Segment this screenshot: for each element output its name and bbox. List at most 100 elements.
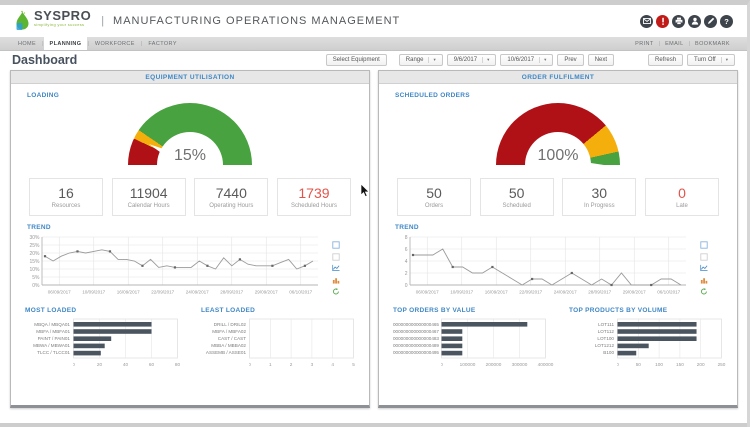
bar-category-label: 000000000000000467 bbox=[393, 328, 439, 334]
bar-category-label: LOT1212 bbox=[594, 342, 614, 348]
kpi-scheduled-hours[interactable]: 1739 Scheduled Hours bbox=[276, 178, 351, 216]
bar-plot: 0 100000 200000 300000 400000 bbox=[440, 317, 555, 373]
bar-chart: MBQA / MBQA01 MBFA / MBFA01 PAINT / PAIN01… bbox=[25, 317, 187, 373]
bar-chart-title: TOP PRODUCTS BY VOLUME bbox=[569, 307, 668, 314]
main-nav: HOME| PLANNING| WORKFORCE| FACTORY PRINT… bbox=[0, 37, 747, 51]
kpi-scheduled[interactable]: 50 Scheduled bbox=[479, 178, 554, 216]
bar-chart-icon[interactable] bbox=[332, 276, 340, 284]
trend-chart: 0 2 4 6 8 06/09/2017 10/09/2017 16/09/2017 22/09… bbox=[392, 233, 690, 299]
bar-category-label: 000000000000000465 bbox=[393, 321, 439, 327]
link-separator: | bbox=[658, 40, 661, 47]
range-select[interactable]: Range ▾ bbox=[398, 53, 443, 66]
link-separator: | bbox=[688, 40, 691, 47]
loading-gauge: 15% bbox=[128, 103, 252, 165]
kpi-late[interactable]: 0 Late bbox=[644, 178, 719, 216]
tab-workforce[interactable]: WORKFORCE bbox=[94, 40, 135, 47]
email-link[interactable]: EMAIL bbox=[665, 40, 684, 47]
next-button[interactable]: Next bbox=[587, 53, 615, 66]
chevron-down-icon: ▾ bbox=[720, 56, 728, 63]
date-from-select[interactable]: 9/6/2017 ▾ bbox=[446, 53, 497, 66]
svg-text:80: 80 bbox=[175, 362, 181, 367]
edit-icon[interactable] bbox=[704, 14, 717, 28]
refresh-icon[interactable] bbox=[332, 287, 340, 295]
screen-edge bbox=[0, 423, 747, 427]
gauge-section-label: SCHEDULED ORDERS bbox=[395, 92, 470, 99]
maximize-icon[interactable] bbox=[700, 241, 708, 249]
svg-text:20: 20 bbox=[97, 362, 103, 367]
svg-text:60: 60 bbox=[149, 362, 155, 367]
help-icon[interactable]: ? bbox=[720, 14, 733, 28]
kpi-calendar-hours[interactable]: 11904 Calendar Hours bbox=[111, 178, 186, 216]
line-chart-icon[interactable] bbox=[332, 264, 340, 272]
bottom-charts: MOST LOADED MBQA / MBQA01 MBFA / MBFA01 PA… bbox=[11, 303, 369, 373]
bar-category-label: 000000000000000489 bbox=[393, 342, 439, 348]
syspro-logo: SYSPRO simplifying your success bbox=[14, 8, 92, 32]
user-icon[interactable] bbox=[688, 14, 701, 28]
kpi-in-progress[interactable]: 30 In Progress bbox=[562, 178, 637, 216]
dashboard-header: Dashboard Select Equipment Range ▾ 9/6/20… bbox=[0, 51, 747, 68]
bar-category-label: MBFA / MBFA01 bbox=[36, 328, 70, 334]
svg-text:28/09/2017: 28/09/2017 bbox=[220, 290, 243, 295]
svg-text:250: 250 bbox=[718, 362, 726, 367]
turn-off-select[interactable]: Turn Off ▾ bbox=[687, 53, 735, 66]
panel-title: ORDER FULFILMENT bbox=[379, 71, 737, 84]
maximize-icon[interactable] bbox=[332, 241, 340, 249]
svg-text:4: 4 bbox=[405, 259, 408, 265]
line-chart-icon[interactable] bbox=[700, 264, 708, 272]
copy-icon[interactable] bbox=[332, 252, 340, 261]
brand-name: SYSPRO bbox=[34, 8, 92, 23]
bottom-charts: TOP ORDERS BY VALUE 000000000000000465 00… bbox=[379, 303, 737, 373]
date-to-select[interactable]: 10/6/2017 ▾ bbox=[500, 53, 554, 66]
bar-category-label: LOT100 bbox=[597, 335, 614, 341]
svg-text:100000: 100000 bbox=[460, 362, 476, 367]
bar-chart: DRILL / DRIL02 MBFA / MBFA02 CAST / CAST MB… bbox=[201, 317, 363, 373]
copy-icon[interactable] bbox=[700, 252, 708, 261]
bar-category-label: B100 bbox=[603, 349, 614, 355]
svg-text:16/09/2017: 16/09/2017 bbox=[117, 290, 140, 295]
bar-category-label: MBQA / MBQA01 bbox=[34, 321, 70, 327]
print-icon[interactable] bbox=[672, 14, 685, 28]
gauge-section-label: LOADING bbox=[27, 92, 60, 99]
tab-factory[interactable]: FACTORY bbox=[148, 40, 177, 47]
refresh-button[interactable]: Refresh bbox=[648, 53, 684, 66]
nav-links: PRINT | EMAIL | BOOKMARK bbox=[630, 41, 735, 47]
svg-text:200000: 200000 bbox=[486, 362, 502, 367]
refresh-icon[interactable] bbox=[700, 287, 708, 295]
svg-text:16/09/2017: 16/09/2017 bbox=[485, 290, 508, 295]
scheduled-orders-gauge: 100% bbox=[496, 103, 620, 165]
svg-text:100: 100 bbox=[655, 362, 663, 367]
chevron-down-icon: ▾ bbox=[482, 56, 489, 63]
prev-button[interactable]: Prev bbox=[557, 53, 584, 66]
svg-text:0%: 0% bbox=[32, 283, 40, 289]
svg-text:0: 0 bbox=[405, 283, 408, 289]
mail-icon[interactable] bbox=[640, 14, 653, 28]
bar-category-label: DRILL / DRIL02 bbox=[213, 321, 246, 327]
bar-chart-icon[interactable] bbox=[700, 276, 708, 284]
trend-label: TREND bbox=[27, 224, 51, 231]
svg-text:0: 0 bbox=[441, 362, 443, 367]
nav-tabs: HOME| PLANNING| WORKFORCE| FACTORY bbox=[12, 37, 183, 50]
select-equipment-button[interactable]: Select Equipment bbox=[325, 53, 387, 66]
print-link[interactable]: PRINT bbox=[635, 40, 654, 47]
bar-category-labels: DRILL / DRIL02 MBFA / MBFA02 CAST / CAST MB… bbox=[201, 317, 249, 373]
kpi-resources[interactable]: 16 Resources bbox=[29, 178, 103, 216]
kpi-operating-hours[interactable]: 7440 Operating Hours bbox=[194, 178, 269, 216]
bar-category-label: MBBA / MBBA02 bbox=[211, 342, 246, 348]
svg-text:5%: 5% bbox=[32, 275, 40, 281]
alert-icon[interactable] bbox=[656, 14, 669, 28]
bar-category-label: TLCC / TLCC01 bbox=[37, 349, 70, 355]
bookmark-link[interactable]: BOOKMARK bbox=[695, 40, 730, 47]
bar-category-label: PAINT / PAIN01 bbox=[37, 335, 70, 341]
kpi-orders[interactable]: 50 Orders bbox=[397, 178, 471, 216]
svg-text:2: 2 bbox=[290, 362, 293, 367]
svg-text:0: 0 bbox=[617, 362, 619, 367]
kpi-row: 50 Orders 50 Scheduled 30 In Progress 0 Late bbox=[379, 178, 737, 216]
svg-text:20%: 20% bbox=[29, 251, 40, 257]
svg-text:150: 150 bbox=[676, 362, 684, 367]
tab-home[interactable]: HOME bbox=[18, 40, 37, 47]
chart-toolbar bbox=[332, 241, 340, 295]
tab-planning[interactable]: PLANNING bbox=[43, 37, 88, 50]
bar-category-label: LOT112 bbox=[597, 328, 614, 334]
svg-text:24/09/2017: 24/09/2017 bbox=[186, 290, 209, 295]
